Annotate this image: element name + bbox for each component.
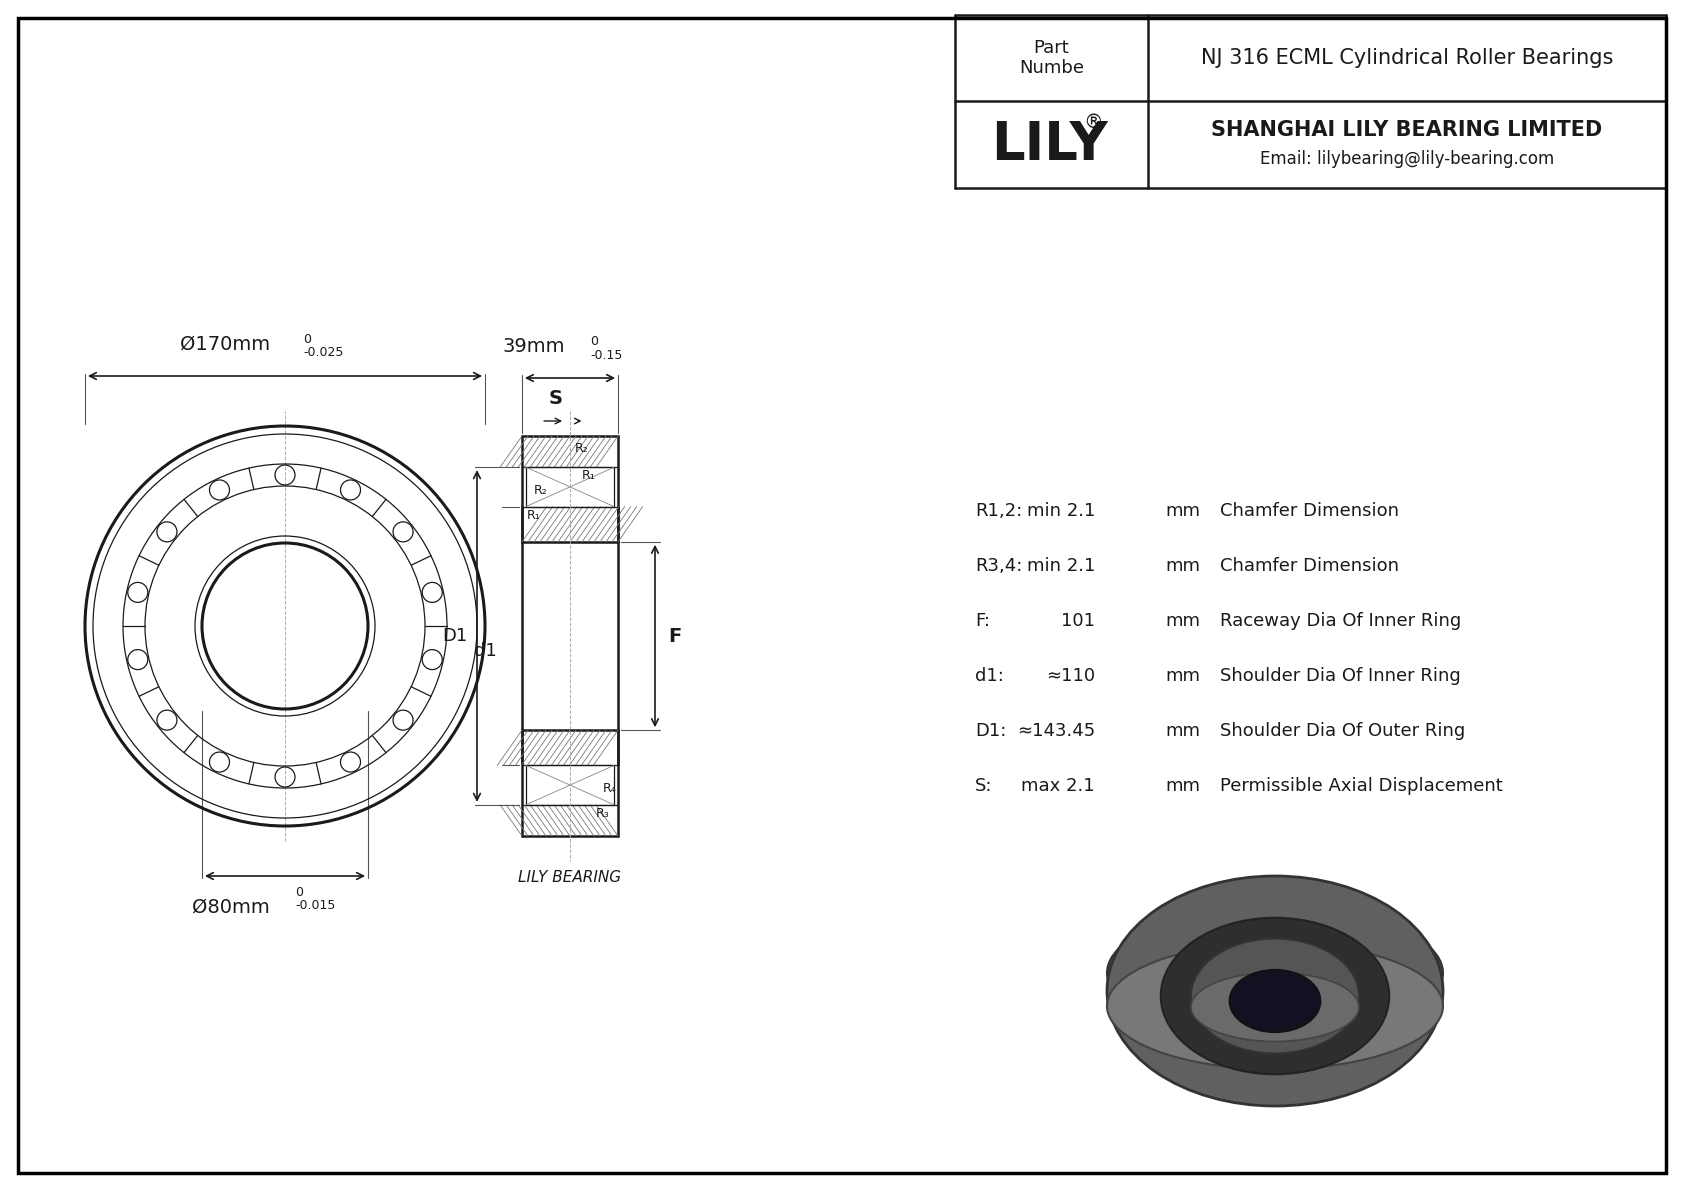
Text: Raceway Dia Of Inner Ring: Raceway Dia Of Inner Ring — [1219, 612, 1462, 630]
Text: R₂: R₂ — [574, 442, 589, 455]
Ellipse shape — [1106, 877, 1443, 1106]
Text: ≈143.45: ≈143.45 — [1017, 722, 1095, 740]
Text: min 2.1: min 2.1 — [1027, 501, 1095, 520]
Text: -0.015: -0.015 — [295, 899, 335, 912]
Text: mm: mm — [1165, 612, 1201, 630]
Text: d1:: d1: — [975, 667, 1004, 685]
Text: R₃: R₃ — [596, 806, 610, 819]
Text: mm: mm — [1165, 777, 1201, 796]
Text: R1,2:: R1,2: — [975, 501, 1022, 520]
Text: S: S — [549, 388, 562, 407]
Text: 39mm: 39mm — [502, 337, 566, 356]
Text: F: F — [669, 626, 682, 646]
Text: NJ 316 ECML Cylindrical Roller Bearings: NJ 316 ECML Cylindrical Roller Bearings — [1201, 48, 1613, 68]
Text: ≈110: ≈110 — [1046, 667, 1095, 685]
Text: mm: mm — [1165, 667, 1201, 685]
Text: R₁: R₁ — [583, 469, 596, 482]
Text: Chamfer Dimension: Chamfer Dimension — [1219, 557, 1399, 575]
Text: Permissible Axial Displacement: Permissible Axial Displacement — [1219, 777, 1502, 796]
Text: R₁: R₁ — [527, 509, 541, 522]
Text: ®: ® — [1084, 113, 1103, 132]
Text: Shoulder Dia Of Outer Ring: Shoulder Dia Of Outer Ring — [1219, 722, 1465, 740]
Ellipse shape — [1229, 969, 1320, 1033]
Ellipse shape — [1191, 939, 1359, 1054]
Text: 0: 0 — [589, 335, 598, 348]
Text: Ø80mm: Ø80mm — [192, 898, 269, 917]
Text: D1: D1 — [441, 626, 466, 646]
Text: D1:: D1: — [975, 722, 1007, 740]
Text: mm: mm — [1165, 501, 1201, 520]
Ellipse shape — [1106, 906, 1443, 1040]
Text: S:: S: — [975, 777, 992, 796]
Text: LILY: LILY — [992, 118, 1108, 170]
Text: SHANGHAI LILY BEARING LIMITED: SHANGHAI LILY BEARING LIMITED — [1211, 120, 1603, 141]
Text: Shoulder Dia Of Inner Ring: Shoulder Dia Of Inner Ring — [1219, 667, 1460, 685]
Text: max 2.1: max 2.1 — [1022, 777, 1095, 796]
Text: mm: mm — [1165, 722, 1201, 740]
Text: mm: mm — [1165, 557, 1201, 575]
Text: -0.025: -0.025 — [303, 347, 344, 358]
Text: Part
Numbe: Part Numbe — [1019, 38, 1084, 77]
Text: 0: 0 — [295, 886, 303, 899]
Text: -0.15: -0.15 — [589, 349, 623, 362]
Text: F:: F: — [975, 612, 990, 630]
Text: Ø170mm: Ø170mm — [180, 335, 269, 354]
Text: 101: 101 — [1061, 612, 1095, 630]
Text: min 2.1: min 2.1 — [1027, 557, 1095, 575]
Text: R₄: R₄ — [603, 781, 616, 794]
Ellipse shape — [1106, 943, 1443, 1070]
Text: 0: 0 — [303, 333, 312, 347]
Text: LILY BEARING: LILY BEARING — [519, 871, 621, 885]
Text: R3,4:: R3,4: — [975, 557, 1022, 575]
Text: R₂: R₂ — [534, 484, 547, 497]
Ellipse shape — [1191, 973, 1359, 1041]
Text: Chamfer Dimension: Chamfer Dimension — [1219, 501, 1399, 520]
Text: Email: lilybearing@lily-bearing.com: Email: lilybearing@lily-bearing.com — [1260, 150, 1554, 168]
Ellipse shape — [1160, 918, 1389, 1074]
Text: d1: d1 — [475, 642, 497, 660]
